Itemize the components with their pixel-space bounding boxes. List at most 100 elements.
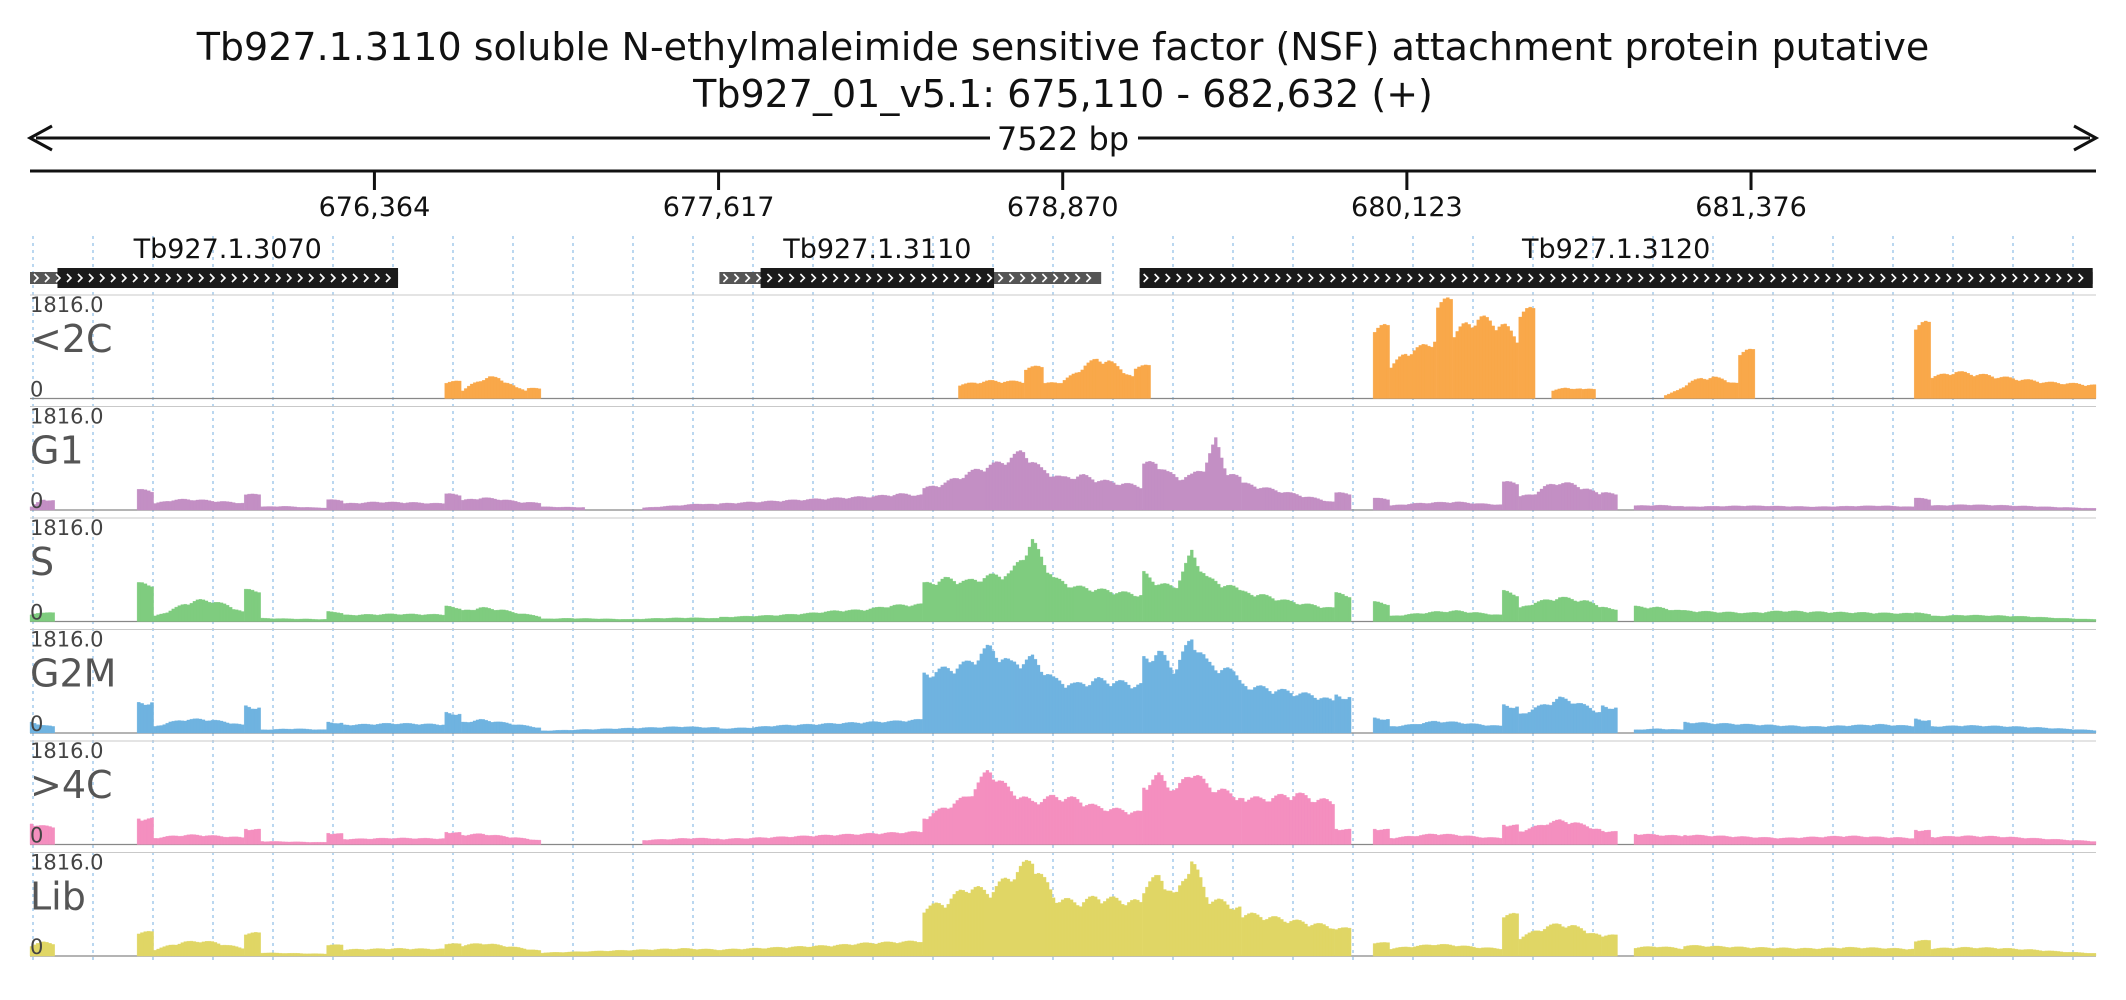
coverage-area: [1633, 504, 1684, 511]
coverage-tracks: 1816.0<2C01816.0G101816.0S01816.0G2M0181…: [29, 293, 2097, 959]
coverage-area: [1452, 315, 1519, 399]
track-ymin-label: 0: [30, 601, 43, 625]
coverage-area: [1930, 725, 2097, 734]
coverage-area: [1334, 694, 1352, 734]
coverage-area: [29, 721, 55, 734]
coverage-area: [461, 376, 528, 399]
gene-model: Tb927.1.3120: [1139, 234, 2093, 288]
axis-ticks: 676,364 677,617 678,870 680,123 681,376: [319, 171, 1807, 223]
coverage-area: [1930, 614, 2097, 622]
coverage-area: [1683, 505, 1915, 511]
gene-track: Tb927.1.3070 Tb927.1.3110 Tb927.1.3120: [30, 234, 2093, 288]
coverage-area: [326, 611, 344, 622]
coverage-area: [1436, 297, 1453, 399]
coverage-area: [342, 501, 445, 511]
arrow-right-icon: [2073, 124, 2100, 152]
region-title: Tb927_01_v5.1: 675,110 - 682,632 (+): [692, 72, 1433, 116]
coverage-area: [326, 499, 344, 511]
track-ymin-label: 0: [30, 378, 43, 402]
coverage-area: [1600, 705, 1618, 734]
strand-chevron-icon: [1143, 273, 2084, 283]
coverage-area: [153, 498, 245, 511]
coverage-area: [540, 506, 585, 511]
gene-cds: [760, 268, 995, 288]
coverage-area: [29, 941, 55, 957]
coverage-area: [719, 603, 923, 622]
coverage-area: [244, 705, 261, 734]
coverage-area: [1241, 683, 1335, 734]
coverage-area: [1372, 717, 1390, 734]
coverage-area: [1389, 610, 1503, 622]
track-ymin-label: 0: [30, 489, 43, 513]
coverage-area: [1518, 923, 1602, 957]
coverage-area: [1930, 371, 2097, 399]
coverage-area: [1334, 828, 1352, 845]
axis-tick-label: 680,123: [1351, 192, 1463, 223]
coverage-area: [1372, 942, 1390, 957]
coverage-area: [719, 940, 923, 957]
coverage-area: [526, 387, 542, 399]
coverage-area: [1914, 612, 1931, 622]
coverage-area: [1551, 387, 1582, 399]
coverage-area: [1389, 833, 1503, 845]
coverage-area: [1241, 482, 1335, 511]
coverage-track: 1816.0>4C 0: [29, 739, 2097, 848]
coverage-area: [136, 931, 154, 957]
coverage-area: [1334, 592, 1352, 622]
coverage-area: [1664, 376, 1739, 399]
coverage-area: [1502, 704, 1519, 734]
coverage-area: [1142, 772, 1242, 845]
coverage-area: [1518, 482, 1602, 511]
coverage-area: [260, 952, 327, 957]
coverage-area: [260, 506, 327, 511]
coverage-area: [922, 450, 1143, 511]
track-name-label: G1: [30, 429, 84, 473]
coverage-area: [1142, 549, 1242, 622]
coverage-area: [1683, 834, 1915, 845]
coverage-area: [260, 728, 327, 734]
coverage-area: [326, 721, 344, 734]
track-ymax-label: 1816.0: [30, 405, 103, 429]
vertical-gridlines: [32, 236, 2074, 964]
coverage-area: [958, 380, 1025, 399]
coverage-area: [1633, 728, 1684, 734]
coverage-area: [1142, 437, 1242, 511]
track-ymax-label: 1816.0: [30, 739, 103, 763]
coverage-area: [1372, 601, 1390, 622]
coverage-area: [1633, 605, 1684, 622]
coverage-area: [1914, 939, 1931, 957]
strand-chevron-icon: [33, 273, 392, 283]
coverage-area: [1518, 696, 1602, 734]
coverage-area: [1389, 341, 1437, 399]
coverage-area: [922, 770, 1143, 845]
coverage-area: [540, 948, 720, 957]
coverage-area: [1600, 830, 1618, 845]
track-ymax-label: 1816.0: [30, 851, 103, 875]
span-label: 7522 bp: [997, 120, 1129, 158]
track-ymax-label: 1816.0: [30, 628, 103, 652]
coverage-area: [461, 833, 542, 845]
track-name-label: Lib: [30, 875, 86, 919]
coverage-area: [136, 702, 154, 734]
coverage-area: [260, 617, 327, 622]
coverage-area: [1389, 944, 1503, 957]
coverage-area: [1738, 348, 1756, 399]
coverage-area: [540, 726, 720, 734]
coverage-area: [922, 644, 1143, 734]
span-ruler: 7522 bp: [26, 120, 2100, 158]
coverage-area: [642, 503, 720, 511]
coverage-area: [1914, 718, 1931, 734]
coverage-area: [1142, 861, 1242, 957]
coverage-track: 1816.0<2C 0: [30, 293, 2097, 402]
coverage-area: [1241, 590, 1335, 622]
coverage-area: [461, 607, 542, 622]
coverage-area: [244, 932, 261, 957]
coverage-area: [444, 832, 462, 845]
coverage-area: [1600, 606, 1618, 622]
coverage-track: 1816.0G1 0: [29, 405, 2097, 513]
coverage-area: [136, 489, 154, 511]
axis-tick-label: 676,364: [319, 192, 431, 223]
coverage-area: [326, 944, 344, 957]
